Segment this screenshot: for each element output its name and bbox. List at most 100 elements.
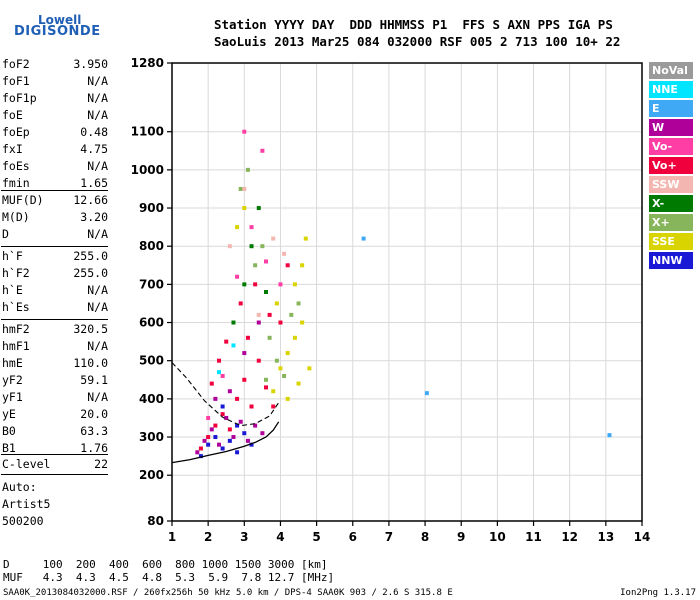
param-label: fmin — [2, 176, 30, 190]
data-point — [424, 391, 429, 396]
data-point — [300, 263, 305, 268]
param-row: foE N/A — [2, 108, 108, 125]
auto-scaling-label: Artist5 — [2, 497, 51, 511]
legend-item-nnw: NNW — [649, 252, 693, 269]
y-tick-label: 300 — [139, 430, 164, 444]
data-point — [217, 442, 221, 447]
data-point — [224, 415, 229, 420]
data-point — [296, 301, 301, 306]
x-tick-label: 13 — [597, 530, 614, 544]
data-point — [206, 442, 211, 447]
param-value: 4.75 — [80, 142, 108, 156]
data-point — [260, 244, 265, 249]
data-point — [253, 282, 258, 287]
param-value: N/A — [87, 339, 108, 353]
param-row: h`Es N/A — [2, 300, 108, 317]
x-tick-label: 14 — [634, 530, 651, 544]
x-tick-label: 8 — [421, 530, 429, 544]
legend-item-vo-: Vo- — [649, 138, 693, 155]
data-point — [282, 251, 287, 256]
data-point — [264, 385, 268, 390]
x-tick-label: 9 — [457, 530, 465, 544]
x-tick-label: 1 — [168, 530, 176, 544]
data-point — [296, 381, 301, 386]
legend-item-x-: X- — [649, 195, 693, 212]
param-label: hmE — [2, 356, 23, 370]
data-point — [285, 396, 290, 401]
y-tick-label: 800 — [139, 239, 164, 253]
param-label: MUF(D) — [2, 193, 44, 207]
data-point — [264, 290, 268, 294]
logo-text-lowell: Lowell — [38, 13, 82, 27]
data-point — [282, 373, 287, 378]
x-tick-label: 2 — [204, 530, 212, 544]
data-point — [303, 236, 308, 241]
data-point — [271, 404, 276, 409]
param-label: yE — [2, 407, 16, 421]
param-value: 110.0 — [73, 356, 108, 370]
data-point — [242, 377, 247, 382]
param-row: foEs N/A — [2, 159, 108, 176]
data-point — [220, 404, 225, 409]
param-value: N/A — [87, 159, 108, 173]
data-point — [256, 206, 261, 211]
x-tick-label: 12 — [561, 530, 578, 544]
data-point — [256, 312, 261, 317]
data-point — [227, 438, 232, 443]
param-value: N/A — [87, 91, 108, 105]
param-row: h`F 255.0 — [2, 249, 108, 266]
param-row: foF1p N/A — [2, 91, 108, 108]
data-point — [220, 446, 225, 451]
y-tick-label: 80 — [147, 514, 164, 528]
param-label: yF1 — [2, 390, 23, 404]
param-value: 0.48 — [80, 125, 108, 139]
data-point — [242, 206, 247, 211]
data-point — [213, 435, 218, 440]
param-value: 1.76 — [80, 441, 108, 455]
data-point — [245, 438, 250, 443]
param-separator — [1, 474, 108, 475]
data-point — [292, 335, 297, 340]
x-tick-label: 3 — [240, 530, 248, 544]
data-point — [235, 450, 240, 455]
data-point — [227, 427, 232, 432]
param-value: 3.950 — [73, 57, 108, 71]
x-tick-label: 4 — [276, 530, 284, 544]
param-separator — [1, 246, 108, 247]
param-label: h`F — [2, 249, 23, 263]
param-value: 59.1 — [80, 373, 108, 387]
param-label: foEs — [2, 159, 30, 173]
data-point — [271, 236, 276, 241]
param-value: N/A — [87, 74, 108, 88]
plot-frame — [171, 62, 643, 522]
x-tick-label: 11 — [525, 530, 542, 544]
data-point — [220, 373, 225, 378]
y-tick-label: 500 — [139, 354, 164, 368]
param-label: D — [2, 227, 9, 241]
data-point — [220, 412, 225, 417]
param-row: C-level 22 — [2, 457, 108, 474]
x-tick-label: 7 — [385, 530, 393, 544]
param-value: 12.66 — [73, 193, 108, 207]
data-point — [206, 415, 211, 420]
y-tick-label: 1100 — [131, 125, 164, 139]
param-label: h`F2 — [2, 266, 30, 280]
footer-file-info: SAA0K_2013084032000.RSF / 260fx256h 50 k… — [3, 588, 453, 598]
param-row: h`E N/A — [2, 283, 108, 300]
param-value: 63.3 — [80, 424, 108, 438]
data-point — [217, 370, 221, 375]
header-labels: Station YYYY DAY DDD HHMMSS P1 FFS S AXN… — [214, 17, 613, 32]
param-row: B0 63.3 — [2, 424, 108, 441]
param-value: N/A — [87, 283, 108, 297]
data-point — [245, 167, 250, 172]
data-point — [195, 450, 200, 455]
y-tick-label: 1280 — [131, 56, 164, 70]
data-point — [289, 312, 294, 317]
auto-scaling-label: 500200 — [2, 514, 44, 528]
data-point — [227, 244, 232, 249]
data-point — [238, 301, 243, 306]
data-point — [231, 435, 236, 440]
param-row: hmF1 N/A — [2, 339, 108, 356]
data-point — [242, 282, 247, 287]
